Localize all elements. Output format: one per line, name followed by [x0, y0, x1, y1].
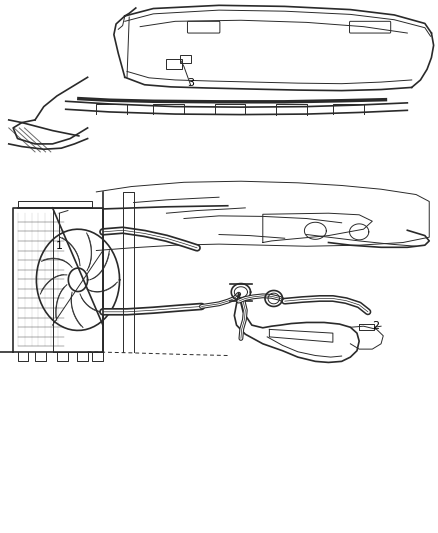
- Text: 2: 2: [372, 321, 379, 331]
- Bar: [166, 59, 182, 69]
- Text: 3: 3: [187, 78, 194, 87]
- Text: 1: 1: [56, 241, 63, 251]
- Bar: [180, 55, 191, 63]
